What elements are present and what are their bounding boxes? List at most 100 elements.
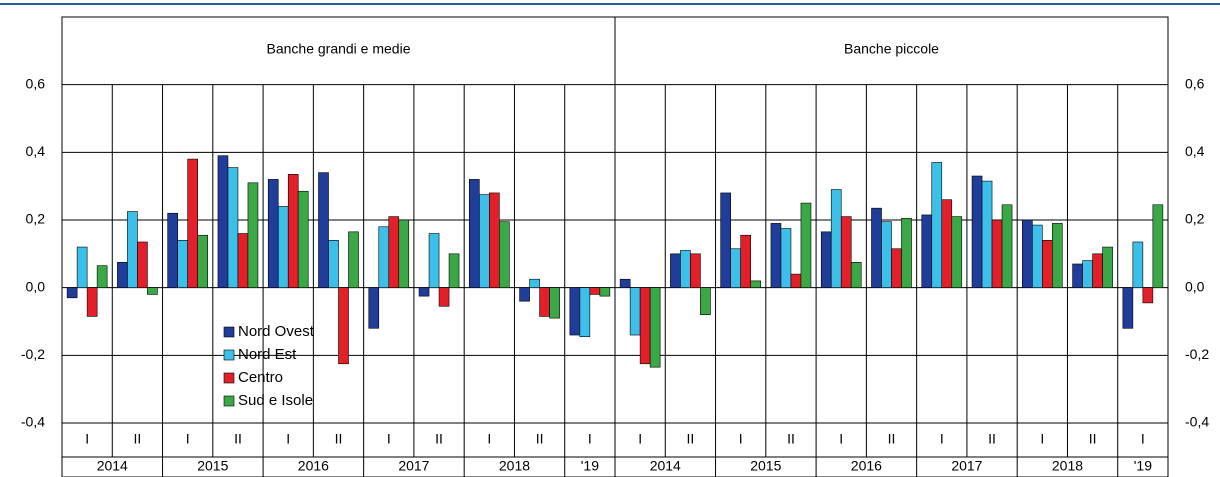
bar [277,206,289,288]
bar [237,233,249,288]
x-group-label: 2017 [951,458,982,474]
x-tick-label: II [234,431,242,447]
bar [438,287,450,307]
y-tick-label: 0,0 [26,278,46,294]
bar [549,287,560,319]
bar [951,216,963,288]
legend-swatch [223,395,235,407]
legend-label: Sud e Isole [238,392,313,409]
y-tick-label: -0,4 [21,414,45,430]
bar [479,194,490,288]
x-group-label: '19 [1134,458,1152,474]
bar [117,261,128,288]
bar [418,287,430,297]
bar [981,180,993,288]
x-tick-label: I [839,431,843,447]
x-tick-label: II [687,431,695,447]
bar [629,287,641,336]
bar [1001,204,1013,288]
x-tick-label: II [888,431,896,447]
y2-tick-label: 0,0 [1185,278,1205,294]
bar [247,182,259,288]
bar [569,287,581,336]
bar [971,175,983,288]
x-tick-label: I [387,431,391,447]
x-group-label: 2017 [398,458,429,474]
bar [730,248,741,288]
x-group-label: 2015 [750,458,781,474]
bar [287,174,299,288]
bar [891,248,902,288]
x-tick-label: I [1141,431,1145,447]
x-group-label: 2015 [197,458,228,474]
bar [499,221,510,288]
bar [921,214,933,288]
x-tick-label: I [286,431,290,447]
bar [318,172,329,288]
bar [328,240,339,288]
bar [830,189,842,288]
bar [871,207,882,288]
x-tick-label: II [988,431,996,447]
x-group-label: 2016 [851,458,882,474]
y2-tick-label: -0,4 [1185,414,1209,430]
bar [850,261,862,288]
x-group-label: 2014 [97,458,128,474]
bar [338,287,349,365]
bar [1032,224,1043,288]
bar [800,202,812,288]
bar [579,287,591,338]
bar [820,231,832,288]
x-tick-label: II [787,431,795,447]
bar [177,240,188,288]
y2-tick-label: -0,2 [1185,346,1209,362]
bar [1102,246,1113,288]
x-tick-label: I [638,431,642,447]
bar [1052,223,1063,288]
x-group-label: 2018 [1052,458,1083,474]
bar [931,162,943,288]
bar [187,158,198,288]
bar [1072,263,1083,288]
panel-title: Banche grandi e medie [267,41,411,57]
x-group-label: 2018 [499,458,530,474]
legend-label: Centro [238,369,283,386]
bar [1152,204,1164,288]
bar [720,192,731,288]
x-group-label: 2014 [650,458,681,474]
bar [529,278,540,288]
x-tick-label: I [739,431,743,447]
bar [137,241,148,288]
bar [297,190,309,288]
bar [1132,241,1144,288]
bar [790,273,802,288]
legend-swatch [223,326,235,338]
x-tick-label: I [1040,431,1044,447]
bar [489,192,500,288]
y-tick-label: 0,4 [26,143,46,159]
bar [1092,253,1103,288]
plot-frame [61,16,1169,477]
bar [740,234,751,288]
bar [881,221,892,288]
y2-tick-label: 0,6 [1185,75,1205,91]
bar [1122,287,1134,329]
bar [86,287,98,317]
legend-swatch [223,372,235,384]
legend-label: Nord Ovest [238,323,315,340]
bar [428,233,440,288]
bar [388,216,400,288]
x-tick-label: II [1089,431,1097,447]
bar [1042,240,1053,288]
bar [539,287,550,317]
bar [840,216,852,288]
bar [991,219,1003,288]
bar [589,287,601,295]
x-group-label: 2016 [298,458,329,474]
bar [147,287,158,295]
bar [217,155,229,288]
bar [770,223,782,288]
panel-title: Banche piccole [844,41,939,57]
bar [127,211,138,288]
